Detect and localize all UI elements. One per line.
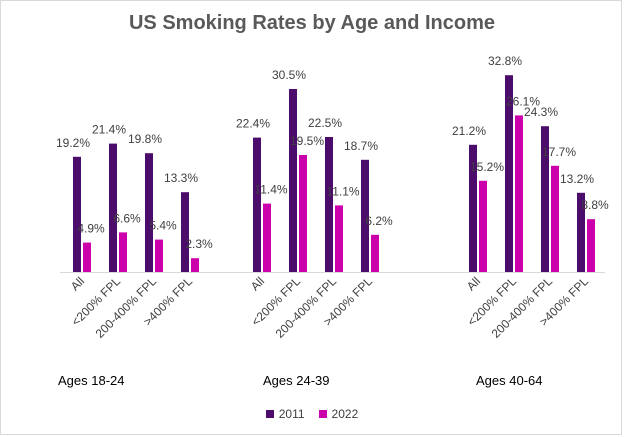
data-label-2022-ages-40-64-200-fpl: 26.1% [506,94,540,108]
data-label-2022-ages-40-64-200-400-fpl: 17.7% [542,145,576,159]
bar-2022-ages-40-64-200-fpl [515,115,523,273]
data-label-2022-ages-18-24-all: 4.9% [77,222,105,236]
legend-swatch-2011 [265,410,274,418]
bar-2011-ages-40-64-200-400-fpl [541,126,549,272]
group-label-ages-18-24: Ages 18-24 [58,373,125,388]
data-label-2022-ages-24-39-200-400-fpl: 11.1% [326,184,359,198]
legend-swatch-2022 [318,410,327,418]
group-label-ages-24-39: Ages 24-39 [263,373,330,388]
bar-2022-ages-18-24-200-400-fpl [155,239,163,272]
category-label-ages-18-24-all: All [68,274,87,293]
data-label-2022-ages-18-24-400-fpl: 2.3% [185,237,213,251]
bar-2022-ages-18-24-200-fpl [119,232,127,272]
data-label-2011-ages-24-39-400-fpl: 18.7% [344,139,378,153]
bar-2022-ages-40-64-400-fpl [587,219,595,272]
bar-2011-ages-24-39-400-fpl [361,159,369,272]
bar-2022-ages-18-24-400-fpl [191,258,199,272]
bar-2011-ages-40-64-200-fpl [505,75,513,272]
data-label-2022-ages-40-64-all: 15.2% [470,160,504,174]
bar-2011-ages-18-24-all [73,156,81,272]
data-label-2022-ages-24-39-200-fpl: 19.5% [290,134,324,148]
data-label-2011-ages-18-24-400-fpl: 13.3% [164,171,198,185]
legend-label-2022: 2022 [331,407,359,421]
bar-2011-ages-24-39-200-fpl [289,89,297,272]
data-label-2022-ages-24-39-all: 11.4% [254,183,287,197]
bar-2011-ages-40-64-all [469,144,477,272]
data-label-2011-ages-40-64-all: 21.2% [452,124,486,138]
data-label-2011-ages-18-24-200-400-fpl: 19.8% [128,132,162,146]
bar-2011-ages-40-64-400-fpl [577,192,585,272]
bar-2022-ages-40-64-200-400-fpl [551,165,559,272]
bar-2011-ages-18-24-200-fpl [109,143,117,272]
category-label-ages-40-64-all: All [464,274,483,293]
legend-item-2011: 2011 [265,407,305,421]
chart-title: US Smoking Rates by Age and Income [128,12,495,34]
bar-2022-ages-24-39-all [263,203,271,272]
data-label-2011-ages-18-24-all: 19.2% [56,136,90,150]
data-label-2011-ages-40-64-200-fpl: 32.8% [488,54,522,68]
bar-2022-ages-24-39-200-fpl [299,155,307,272]
bar-2022-ages-24-39-400-fpl [371,234,379,272]
category-label-ages-24-39-all: All [248,274,267,293]
data-label-2011-ages-24-39-200-fpl: 30.5% [272,68,306,82]
data-label-2022-ages-18-24-200-400-fpl: 5.4% [149,219,177,233]
data-label-2011-ages-18-24-200-fpl: 21.4% [92,123,126,137]
bar-2022-ages-40-64-all [479,180,487,272]
bar-2022-ages-24-39-200-400-fpl [335,205,343,272]
data-label-2022-ages-24-39-400-fpl: 6.2% [365,214,393,228]
bar-2011-ages-24-39-all [253,137,261,272]
data-label-2022-ages-40-64-400-fpl: 8.8% [581,198,609,212]
data-label-2011-ages-24-39-200-400-fpl: 22.5% [308,116,342,130]
bar-2022-ages-18-24-all [83,242,91,272]
legend-label-2011: 2011 [278,407,305,421]
legend-item-2022: 2022 [318,407,359,421]
chart-legend: 2011 2022 [0,407,624,421]
data-label-2011-ages-40-64-200-400-fpl: 24.3% [524,105,558,119]
bar-2011-ages-24-39-200-400-fpl [325,137,333,272]
data-label-2022-ages-18-24-200-fpl: 6.6% [113,211,141,225]
bar-2011-ages-18-24-400-fpl [181,192,189,272]
group-label-ages-40-64: Ages 40-64 [476,373,543,388]
bar-2011-ages-18-24-200-400-fpl [145,153,153,272]
data-label-2011-ages-24-39-all: 22.4% [236,117,270,131]
data-label-2011-ages-40-64-400-fpl: 13.2% [560,172,594,186]
